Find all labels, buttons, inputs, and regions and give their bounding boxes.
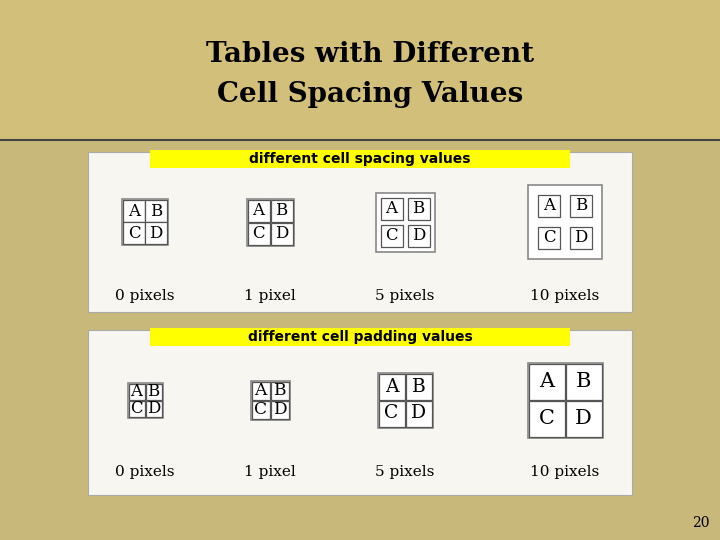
Bar bbox=[271, 199, 292, 221]
Bar bbox=[248, 199, 269, 221]
Bar bbox=[246, 199, 294, 246]
Text: A: A bbox=[254, 382, 266, 399]
Text: C: C bbox=[539, 409, 554, 428]
Text: D: D bbox=[411, 404, 426, 422]
Bar bbox=[248, 222, 269, 245]
Text: B: B bbox=[150, 202, 162, 219]
Text: D: D bbox=[275, 225, 288, 242]
Text: C: C bbox=[254, 401, 267, 418]
Text: C: C bbox=[385, 227, 398, 244]
Text: different cell padding values: different cell padding values bbox=[248, 330, 472, 344]
Text: A: A bbox=[253, 202, 264, 219]
Text: B: B bbox=[275, 202, 287, 219]
Bar bbox=[565, 363, 601, 400]
Bar bbox=[145, 401, 161, 416]
Bar bbox=[88, 152, 632, 312]
Text: B: B bbox=[576, 372, 591, 391]
Bar bbox=[405, 401, 431, 427]
Text: D: D bbox=[412, 227, 426, 244]
Text: 0 pixels: 0 pixels bbox=[115, 289, 175, 303]
Bar bbox=[122, 199, 168, 245]
Text: D: D bbox=[273, 401, 287, 418]
Text: 1 pixel: 1 pixel bbox=[244, 289, 296, 303]
Bar bbox=[377, 373, 433, 428]
Bar bbox=[565, 401, 601, 436]
Text: 10 pixels: 10 pixels bbox=[531, 289, 600, 303]
Text: D: D bbox=[575, 230, 588, 246]
Bar bbox=[380, 225, 402, 246]
Text: A: A bbox=[385, 200, 397, 217]
Bar bbox=[0, 0, 720, 140]
Text: A: A bbox=[539, 372, 554, 391]
Text: D: D bbox=[147, 400, 160, 417]
Bar bbox=[128, 383, 145, 400]
Text: C: C bbox=[130, 400, 143, 417]
Text: 1 pixel: 1 pixel bbox=[244, 465, 296, 479]
Bar bbox=[528, 185, 602, 259]
Text: C: C bbox=[252, 225, 265, 242]
Text: A: A bbox=[128, 202, 140, 219]
Bar bbox=[405, 374, 431, 400]
Bar bbox=[538, 227, 560, 249]
Bar bbox=[570, 195, 592, 217]
Text: B: B bbox=[413, 200, 425, 217]
Bar bbox=[145, 222, 167, 244]
Text: B: B bbox=[274, 382, 286, 399]
Bar bbox=[145, 383, 161, 400]
Bar bbox=[150, 328, 570, 346]
Bar bbox=[251, 381, 269, 400]
Bar bbox=[123, 222, 145, 244]
Bar bbox=[251, 381, 289, 420]
Bar bbox=[379, 374, 405, 400]
Bar bbox=[408, 198, 430, 219]
Text: 5 pixels: 5 pixels bbox=[375, 465, 435, 479]
Bar bbox=[380, 198, 402, 219]
Bar bbox=[123, 200, 145, 222]
Text: 10 pixels: 10 pixels bbox=[531, 465, 600, 479]
Text: 20: 20 bbox=[693, 516, 710, 530]
Text: A: A bbox=[130, 383, 143, 400]
Text: Tables with Different: Tables with Different bbox=[206, 42, 534, 69]
Text: 0 pixels: 0 pixels bbox=[115, 465, 175, 479]
Text: 5 pixels: 5 pixels bbox=[375, 289, 435, 303]
Text: B: B bbox=[575, 198, 587, 214]
Bar bbox=[145, 200, 167, 222]
Bar bbox=[379, 401, 405, 427]
Bar bbox=[538, 195, 560, 217]
Text: B: B bbox=[412, 377, 426, 395]
Bar bbox=[150, 150, 570, 168]
Text: D: D bbox=[149, 225, 163, 241]
Text: C: C bbox=[384, 404, 399, 422]
Bar bbox=[271, 222, 292, 245]
Text: D: D bbox=[575, 409, 592, 428]
Text: A: A bbox=[384, 377, 398, 395]
Text: A: A bbox=[543, 198, 555, 214]
Bar bbox=[528, 362, 603, 437]
Bar bbox=[271, 381, 289, 400]
Text: Cell Spacing Values: Cell Spacing Values bbox=[217, 82, 523, 109]
Bar bbox=[88, 330, 632, 495]
Text: C: C bbox=[543, 230, 555, 246]
Bar bbox=[271, 401, 289, 418]
Text: B: B bbox=[148, 383, 160, 400]
Bar bbox=[408, 225, 430, 246]
Bar bbox=[570, 227, 592, 249]
Bar bbox=[127, 382, 163, 417]
Bar bbox=[528, 363, 564, 400]
Text: different cell spacing values: different cell spacing values bbox=[249, 152, 471, 166]
Text: C: C bbox=[127, 225, 140, 241]
Bar bbox=[528, 401, 564, 436]
Bar bbox=[128, 401, 145, 416]
Bar bbox=[376, 192, 434, 252]
Bar bbox=[251, 401, 269, 418]
